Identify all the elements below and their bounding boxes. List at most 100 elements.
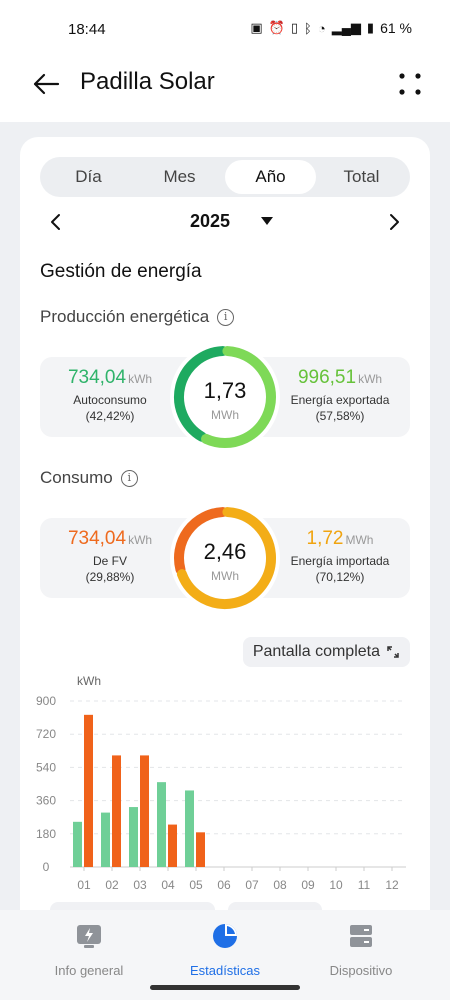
hidden-card-edge	[50, 902, 215, 910]
page-title: Padilla Solar	[80, 68, 215, 95]
exported-energy-percent: (57,58%)	[315, 409, 365, 423]
x-tick-label: 08	[273, 878, 287, 892]
exported-energy-label: Energía exportada	[290, 393, 390, 407]
x-tick-label: 09	[301, 878, 315, 892]
production-donut	[170, 342, 280, 452]
chevron-left-icon	[51, 214, 60, 230]
arrow-left-icon	[33, 73, 60, 95]
signal-icon: ▂▄▆	[331, 20, 361, 35]
nav-label: Estadísticas	[189, 963, 261, 978]
exported-energy-unit: kWh	[358, 372, 383, 386]
nav-info-general[interactable]: Info general	[14, 922, 164, 978]
imported-energy-label: Energía importada	[290, 554, 390, 568]
y-tick-label: 360	[36, 794, 56, 808]
x-tick-label: 06	[217, 878, 231, 892]
consumption-header: Consumo i	[40, 468, 138, 488]
previous-year-button[interactable]	[46, 211, 66, 233]
period-tabs: Día Mes Año Total	[40, 157, 410, 197]
bar	[112, 755, 121, 867]
app-bar: Padilla Solar	[0, 60, 450, 122]
pv-consumption-value: 734,04	[67, 528, 127, 549]
bar	[101, 812, 110, 867]
y-tick-label: 720	[36, 727, 56, 741]
bar	[73, 821, 82, 867]
wifi-icon: ◔	[317, 20, 326, 36]
consumption-ring: 2,46 MWh	[170, 503, 280, 613]
status-time: 18:44	[68, 21, 106, 38]
chevron-right-icon	[390, 214, 399, 230]
statistics-card: Día Mes Año Total 2025 Gestión de energí…	[20, 137, 430, 937]
server-icon	[350, 925, 372, 947]
self-consumption-value: 734,04	[67, 367, 127, 388]
tab-year[interactable]: Año	[225, 160, 316, 194]
back-button[interactable]	[28, 66, 64, 102]
production-title: Producción energética	[40, 307, 210, 326]
pv-consumption-unit: kWh	[128, 533, 153, 547]
hidden-card-edge	[228, 902, 322, 910]
consumption-total-unit: MWh	[211, 569, 239, 583]
home-indicator[interactable]	[150, 985, 300, 990]
bar	[84, 714, 93, 867]
x-tick-label: 03	[133, 878, 147, 892]
bar	[157, 782, 166, 867]
bar	[185, 790, 194, 867]
pv-consumption-arc	[174, 507, 228, 575]
fullscreen-label: Pantalla completa	[252, 643, 380, 660]
imported-energy-arc	[176, 507, 276, 609]
consumption-title: Consumo	[40, 468, 113, 487]
y-tick-label: 180	[36, 827, 56, 841]
tab-day[interactable]: Día	[75, 167, 102, 186]
energy-management-title: Gestión de energía	[40, 261, 202, 282]
year-label[interactable]: 2025	[190, 211, 231, 231]
next-year-button[interactable]	[384, 211, 404, 233]
imported-energy-value: 1,72	[306, 528, 344, 549]
bar	[129, 807, 138, 867]
pie-chart-icon	[213, 924, 237, 948]
x-tick-label: 10	[329, 878, 343, 892]
more-dots-icon	[399, 73, 421, 95]
monthly-energy-chart: kWh 0 180 360 540 720 900 01 02 03 04 05 06 07 08 09 10 1…	[36, 674, 406, 892]
self-consumption-stat: 734,04 kWh Autoconsumo (42,42%)	[40, 367, 180, 423]
production-total: 1,73	[203, 378, 247, 403]
bar	[140, 755, 149, 867]
nav-device[interactable]: Dispositivo	[286, 922, 436, 978]
production-total-unit: MWh	[211, 408, 239, 422]
x-tick-label: 11	[358, 878, 371, 892]
info-icon[interactable]: i	[217, 308, 235, 326]
tab-total[interactable]: Total	[343, 167, 380, 186]
consumption-total: 2,46	[203, 539, 247, 564]
exported-energy-stat: 996,51 kWh Energía exportada (57,58%)	[270, 367, 410, 423]
pv-consumption-stat: 734,04 kWh De FV (29,88%)	[40, 528, 180, 584]
x-tick-label: 05	[189, 878, 203, 892]
x-tick-label: 12	[385, 878, 399, 892]
nav-label: Dispositivo	[329, 963, 393, 978]
nfc-icon: ▣	[250, 20, 263, 35]
bottom-navigation: Info general Estadísticas Dispositivo	[0, 910, 450, 1000]
x-tick-label: 07	[245, 878, 259, 892]
expand-icon	[387, 646, 399, 658]
info-icon[interactable]: i	[120, 469, 138, 487]
self-consumption-arc	[174, 346, 228, 442]
imported-energy-percent: (70,12%)	[315, 570, 365, 584]
exported-energy-value: 996,51	[297, 367, 357, 388]
bluetooth-icon: ᛒ	[304, 20, 312, 36]
y-axis-unit: kWh	[77, 674, 101, 688]
y-tick-label: 900	[36, 694, 56, 708]
caret-down-icon[interactable]	[261, 217, 273, 225]
self-consumption-unit: kWh	[128, 372, 153, 386]
bar	[168, 824, 177, 867]
self-consumption-label: Autoconsumo	[73, 393, 147, 407]
x-tick-label: 02	[105, 878, 119, 892]
more-options-button[interactable]	[396, 70, 424, 98]
alarm-icon: ⏰	[268, 20, 285, 35]
nav-statistics[interactable]: Estadísticas	[150, 922, 300, 978]
exported-energy-arc	[201, 346, 276, 448]
production-ring: 1,73 MWh	[170, 342, 280, 452]
battery-level: 61 %	[380, 20, 412, 36]
pv-consumption-label: De FV	[92, 554, 127, 568]
tab-month[interactable]: Mes	[163, 167, 196, 186]
y-tick-label: 540	[36, 760, 56, 774]
battery-icon: ▮	[366, 20, 375, 35]
consumption-donut	[170, 503, 280, 613]
fullscreen-button[interactable]: Pantalla completa	[242, 637, 410, 667]
